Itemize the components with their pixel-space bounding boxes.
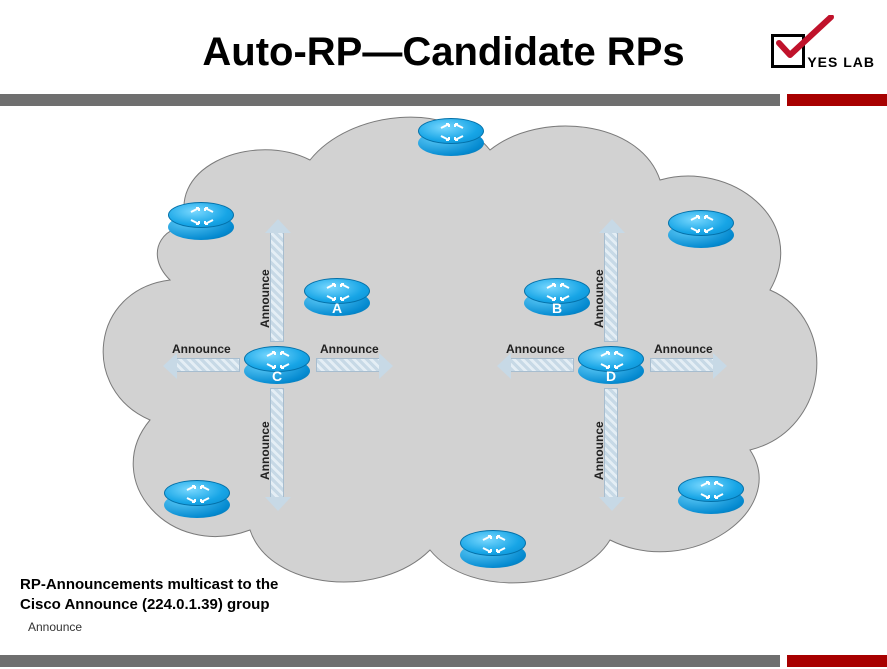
caption-line2: Cisco Announce (224.0.1.39) group: [20, 596, 270, 613]
checkmark-icon: [776, 15, 836, 65]
announce-arrow-down: [270, 388, 284, 498]
divider-gray: [0, 94, 780, 106]
divider-red: [787, 94, 887, 106]
router-arrows-icon: [595, 350, 629, 370]
router-arrows-icon: [541, 282, 575, 302]
announce-label: Announce: [258, 269, 272, 328]
router-arrows-icon: [321, 282, 355, 302]
announce-arrow-right: [650, 358, 714, 372]
router-c: C: [244, 346, 310, 384]
router-top: [418, 118, 484, 156]
router-arrows-icon: [181, 484, 215, 504]
router-label: D: [578, 368, 644, 384]
yes-lab-logo: YES LAB: [771, 34, 875, 68]
announce-label: Announce: [258, 421, 272, 480]
router-arrows-icon: [261, 350, 295, 370]
page-title: Auto-RP—Candidate RPs: [0, 30, 887, 75]
router-top: [164, 480, 230, 506]
router-arrows-icon: [477, 534, 511, 554]
router-tr: [668, 210, 734, 248]
announce-arrow-left: [510, 358, 574, 372]
router-label: C: [244, 368, 310, 384]
caption-sub: Announce: [28, 620, 82, 634]
announce-arrow-right: [316, 358, 380, 372]
router-br: [678, 476, 744, 514]
announce-arrow-up: [270, 232, 284, 342]
logo-checkbox: [771, 34, 805, 68]
divider-gray: [0, 655, 780, 667]
announce-label: Announce: [592, 269, 606, 328]
announce-arrow-down: [604, 388, 618, 498]
router-top: [668, 210, 734, 236]
router-b: B: [524, 278, 590, 316]
router-top: [418, 118, 484, 144]
announce-arrow-up: [604, 232, 618, 342]
router-top: [460, 530, 526, 556]
announce-label: Announce: [172, 342, 231, 356]
announce-arrow-left: [176, 358, 240, 372]
router-d: D: [578, 346, 644, 384]
router-top: [678, 476, 744, 502]
announce-label: Announce: [506, 342, 565, 356]
announce-label: Announce: [592, 421, 606, 480]
router-a: A: [304, 278, 370, 316]
router-label: B: [524, 300, 590, 316]
router-bottom: [460, 530, 526, 568]
router-arrows-icon: [695, 480, 729, 500]
caption: RP-Announcements multicast to the Cisco …: [20, 575, 278, 616]
divider-red: [787, 655, 887, 667]
router-top: [168, 202, 234, 228]
router-arrows-icon: [185, 206, 219, 226]
router-arrows-icon: [435, 122, 469, 142]
router-arrows-icon: [685, 214, 719, 234]
announce-label: Announce: [654, 342, 713, 356]
announce-label: Announce: [320, 342, 379, 356]
router-bl: [164, 480, 230, 518]
router-tl: [168, 202, 234, 240]
caption-line1: RP-Announcements multicast to the: [20, 576, 278, 593]
router-label: A: [304, 300, 370, 316]
network-diagram: Announce Announce Announce Announce Announce…: [0, 110, 887, 650]
